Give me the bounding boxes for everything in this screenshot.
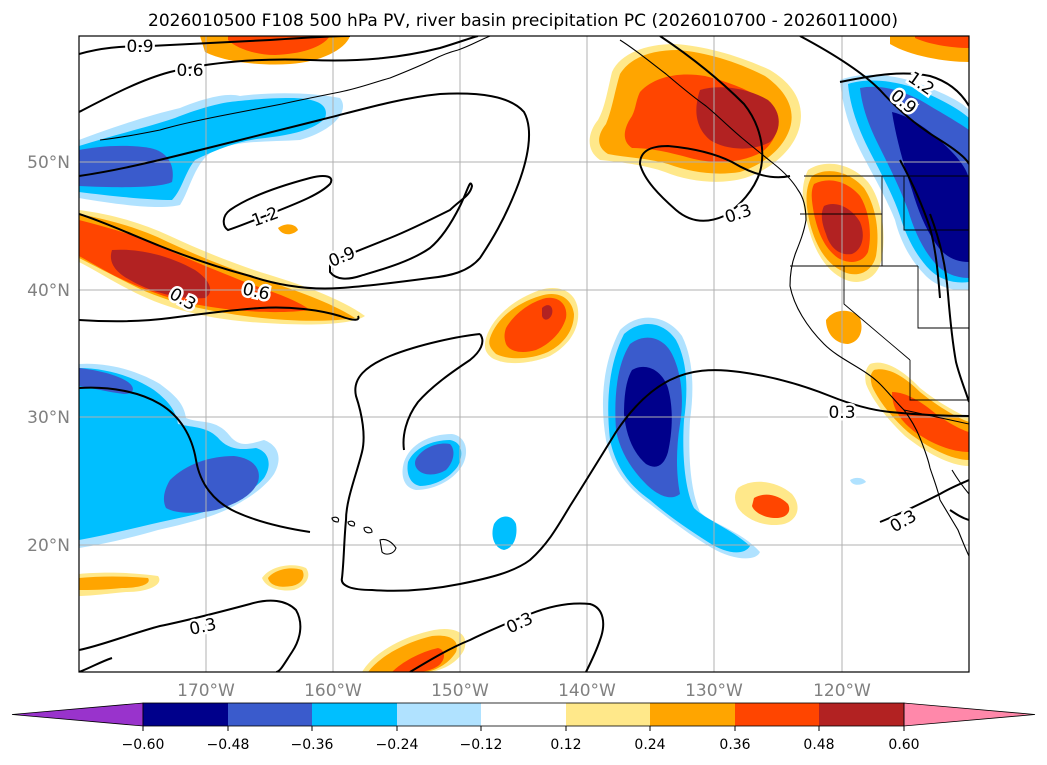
border-us-mexico (903, 409, 969, 425)
field-pos-south-high (392, 648, 444, 672)
colorbar-tick-label: 0.36 (719, 737, 750, 753)
contour-0-9-top (79, 36, 351, 55)
field-pos-w-high (79, 220, 310, 313)
field-pos-topright-core (915, 36, 969, 48)
lon-label-160w: 160°W (304, 681, 362, 701)
colorbar-pos048 (819, 703, 904, 726)
map-frame (78, 35, 970, 673)
colorbar-tick-label: −0.48 (207, 737, 250, 753)
field-pos-se-high (892, 392, 969, 452)
contour-0-3-center-inner (402, 333, 484, 451)
contour-0-3-center (340, 333, 969, 592)
field-neg-hawaii-high (163, 456, 259, 513)
coast-se-alaska (619, 39, 775, 165)
lat-label-30n: 30°N (27, 408, 70, 428)
lon-label-130w: 130°W (685, 681, 743, 701)
shaded-fields (79, 36, 969, 672)
contour-0-3-west (79, 306, 360, 323)
label-0-3-east: 0.3 (828, 403, 855, 423)
field-pos-w-core (110, 249, 211, 299)
colorbar-tick-label: −0.24 (376, 737, 419, 753)
contour-0-9-ne-east (929, 213, 969, 403)
gridlines (79, 36, 969, 672)
border-mt (903, 176, 969, 231)
colorbar-tick-label: 0.12 (550, 737, 581, 753)
colorbar: −0.60 −0.48 −0.36 −0.24 −0.12 0.12 0.24 … (11, 702, 1036, 753)
field-pos-center-core (542, 305, 553, 320)
lon-label-150w: 150°W (431, 681, 489, 701)
lat-label-50n: 50°N (27, 153, 70, 173)
coast-alaska-south (457, 36, 491, 51)
lat-label-40n: 40°N (27, 281, 70, 301)
colorbar-frame (142, 702, 905, 727)
coast-hawaii-1 (379, 538, 397, 555)
contour-0-3-se2 (949, 509, 969, 521)
field-neg-ne-core (892, 112, 969, 262)
lat-label-20n: 20°N (27, 536, 70, 556)
coast-hawaii-2 (363, 526, 373, 534)
contour-0-3-south3 (79, 657, 113, 672)
lon-label-140w: 140°W (558, 681, 616, 701)
field-neg-small-core (415, 443, 454, 475)
lat-labels: 50°N 40°N 30°N 20°N (27, 153, 70, 556)
border-az (909, 360, 969, 401)
coast-baja (939, 499, 969, 557)
field-pos-small-sw-core (268, 568, 304, 587)
label-0-6-nw: 0.6 (176, 61, 203, 81)
field-neg-tiny (492, 516, 517, 550)
colorbar-under-triangle (11, 702, 144, 727)
contour-1-2-ne (839, 72, 969, 107)
field-pos-east-small-high (752, 494, 790, 518)
contour-0-3-hawaii-west (79, 386, 311, 533)
coastlines (99, 36, 969, 557)
contour-0-9-ne (799, 36, 969, 165)
lon-label-170w: 170°W (177, 681, 235, 701)
contour-0-9 (329, 182, 474, 280)
lon-labels: 170°W 160°W 150°W 140°W 130°W 120°W (177, 681, 871, 701)
border-ca-nv (843, 266, 911, 361)
field-pos-ca-small (826, 310, 862, 344)
colorbar-neg048 (228, 703, 312, 726)
contour-0-3-se (879, 479, 969, 523)
lon-label-120w: 120°W (813, 681, 871, 701)
colorbar-pos012 (566, 703, 650, 726)
contour-0-6-inner (79, 92, 530, 290)
contour-1-2 (222, 175, 333, 232)
colorbar-pos036 (735, 703, 819, 726)
colorbar-neg024 (397, 703, 481, 726)
colorbar-tick-label: 0.24 (634, 737, 665, 753)
contour-0-3-south2 (409, 602, 605, 672)
coast-hawaii-4 (331, 516, 340, 523)
coast-hawaii-3 (347, 520, 356, 527)
contour-0-9-ne-inner (899, 159, 941, 299)
colorbar-tick-label: 0.60 (888, 737, 919, 753)
colorbar-neutral (481, 703, 566, 726)
colorbar-tick-label: −0.60 (122, 737, 165, 753)
label-0-9-nw: 0.9 (126, 37, 153, 57)
map-panel: 0.9 0.6 1.2 0.9 0.6 0.3 0.3 1.2 0.9 0.3 … (78, 35, 970, 673)
colorbar-tick-label: −0.12 (460, 737, 503, 753)
field-pos-left-edge-core (79, 576, 149, 590)
figure-title: 2026010500 F108 500 hPa PV, river basin … (148, 11, 898, 31)
field-pos-goa-core (696, 87, 779, 149)
colorbar-tick-label: −0.36 (291, 737, 334, 753)
colorbar-ticks (142, 726, 905, 731)
field-pos-tiny-nw (278, 224, 298, 235)
contour-0-6-top (79, 36, 479, 113)
coast-bc-wa-or-ca (773, 163, 941, 501)
colorbar-tick-label: 0.48 (803, 737, 834, 753)
pv-contours (79, 36, 969, 672)
contour-0-3-south (79, 599, 302, 672)
colorbar-over-triangle (903, 702, 1036, 727)
coast-aleutians (99, 49, 459, 141)
colorbar-neg036 (312, 703, 397, 726)
colorbar-pos024 (650, 703, 735, 726)
field-neg-tiny-east (850, 477, 866, 485)
contour-0-3-north (638, 36, 791, 222)
colorbar-neg060 (143, 703, 228, 726)
